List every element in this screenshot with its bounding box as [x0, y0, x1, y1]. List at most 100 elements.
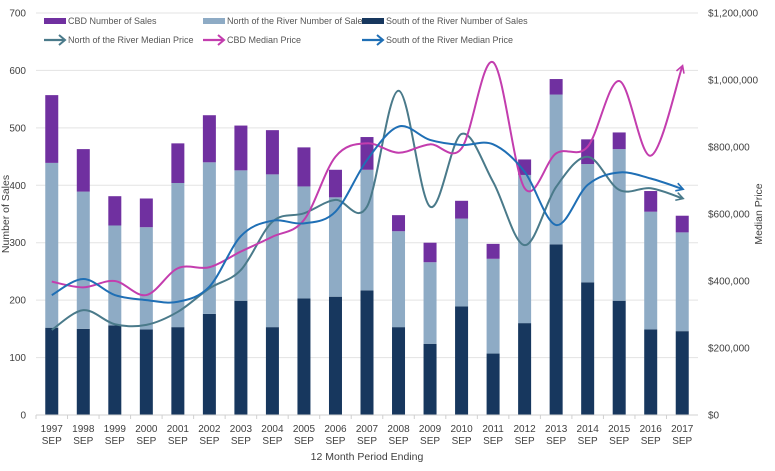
- legend-label: South of the River Median Price: [386, 35, 513, 45]
- y-tick-label: 400: [9, 181, 26, 192]
- bar-segment: [549, 244, 563, 415]
- bar-segment: [45, 162, 59, 328]
- bar-segment: [45, 95, 59, 163]
- bar-segment: [675, 232, 689, 332]
- legend-swatch: [44, 18, 66, 24]
- x-tick-label: SEP: [546, 436, 566, 447]
- price-lines: [51, 61, 685, 331]
- x-tick-label: 2011: [482, 424, 504, 435]
- bar-segment: [455, 200, 469, 219]
- x-tick-label: 2004: [261, 424, 284, 435]
- x-tick-label: 2008: [387, 424, 410, 435]
- bar-segment: [108, 225, 122, 326]
- bar-segment: [76, 328, 90, 415]
- x-tick-label: SEP: [73, 436, 93, 447]
- right-axis-ticks: $0 $200,000 $400,000 $600,000 $800,000 $1,000…: [708, 9, 758, 422]
- bar-segment: [76, 149, 90, 192]
- x-tick-label: 2003: [230, 424, 253, 435]
- bar-segment: [423, 343, 437, 415]
- bar-segment: [360, 169, 374, 291]
- x-tick-label: SEP: [325, 436, 345, 447]
- bar-segment: [644, 329, 658, 415]
- bar-segment: [486, 243, 500, 259]
- bar-segment: [108, 196, 122, 226]
- legend-label: North of the River Number of Sales: [227, 16, 368, 26]
- bar-segment: [392, 327, 406, 415]
- bar-segment: [612, 132, 626, 150]
- y-tick-label: 600: [9, 66, 26, 77]
- x-tick-label: 2012: [513, 424, 536, 435]
- y-tick-label: 100: [9, 353, 26, 364]
- x-tick-label: SEP: [231, 436, 251, 447]
- x-tick-label: SEP: [262, 436, 282, 447]
- bar-segment: [171, 182, 185, 328]
- y2-tick-label: $600,000: [708, 210, 750, 221]
- bar-segment: [423, 242, 437, 263]
- x-axis-title: 12 Month Period Ending: [311, 451, 424, 463]
- y2-tick-label: $200,000: [708, 344, 750, 355]
- bar-segment: [486, 353, 500, 415]
- legend-item: North of the River Number of Sales: [203, 16, 368, 26]
- bar-segment: [518, 323, 532, 415]
- bar-segment: [202, 115, 216, 163]
- x-tick-label: SEP: [199, 436, 219, 447]
- bar-segment: [644, 211, 658, 330]
- x-axis-ticks: 1997SEP1998SEP1999SEP2000SEP2001SEP2002S…: [35, 415, 694, 447]
- bar-segment: [612, 300, 626, 415]
- bar-segment: [392, 215, 406, 232]
- x-tick-label: SEP: [641, 436, 661, 447]
- bar-segment: [171, 143, 185, 183]
- x-tick-label: 2000: [135, 424, 158, 435]
- legend-swatch: [362, 18, 384, 24]
- bar-segment: [45, 327, 59, 415]
- x-tick-label: SEP: [168, 436, 188, 447]
- y2-tick-label: $0: [708, 411, 720, 422]
- x-tick-label: SEP: [672, 436, 692, 447]
- bar-segment: [392, 231, 406, 328]
- x-tick-label: SEP: [42, 436, 62, 447]
- bar-segment: [139, 227, 153, 330]
- bar-segment: [675, 331, 689, 415]
- bar-segment: [297, 147, 311, 187]
- y2-axis-title: Median Price: [753, 183, 765, 244]
- bar-segment: [265, 130, 279, 175]
- bar-segment: [423, 262, 437, 344]
- y-tick-label: 300: [9, 238, 26, 249]
- bar-segment: [328, 197, 342, 297]
- legend-swatch: [203, 18, 225, 24]
- x-tick-label: SEP: [105, 436, 125, 447]
- bar-segment: [202, 162, 216, 314]
- bar-segment: [139, 198, 153, 228]
- legend-item: North of the River Median Price: [44, 34, 194, 46]
- x-tick-label: 2017: [671, 424, 694, 435]
- arrow-icon: [362, 34, 385, 46]
- legend-item: South of the River Median Price: [362, 34, 513, 46]
- x-tick-label: SEP: [420, 436, 440, 447]
- bar-segment: [265, 174, 279, 328]
- legend-label: North of the River Median Price: [68, 35, 194, 45]
- y-tick-label: 0: [20, 411, 26, 422]
- bar-segment: [297, 186, 311, 299]
- bar-segment: [518, 174, 532, 324]
- bar-segment: [328, 296, 342, 415]
- x-tick-label: 2005: [293, 424, 316, 435]
- legend-item: CBD Number of Sales: [44, 16, 157, 26]
- bar-segment: [328, 169, 342, 198]
- legend-item: CBD Median Price: [203, 34, 301, 46]
- legend-label: South of the River Number of Sales: [386, 16, 528, 26]
- x-tick-label: SEP: [578, 436, 598, 447]
- x-tick-label: 2009: [419, 424, 442, 435]
- x-tick-label: 1999: [104, 424, 127, 435]
- x-tick-label: 1998: [72, 424, 95, 435]
- bar-segment: [455, 306, 469, 415]
- x-tick-label: SEP: [294, 436, 314, 447]
- price-line: [51, 89, 685, 331]
- bar-segment: [549, 94, 563, 245]
- arrow-icon: [44, 34, 67, 46]
- x-tick-label: 2010: [450, 424, 473, 435]
- x-tick-label: 2002: [198, 424, 221, 435]
- x-tick-label: 2016: [640, 424, 663, 435]
- x-tick-label: 2001: [167, 424, 190, 435]
- bar-segment: [76, 191, 90, 329]
